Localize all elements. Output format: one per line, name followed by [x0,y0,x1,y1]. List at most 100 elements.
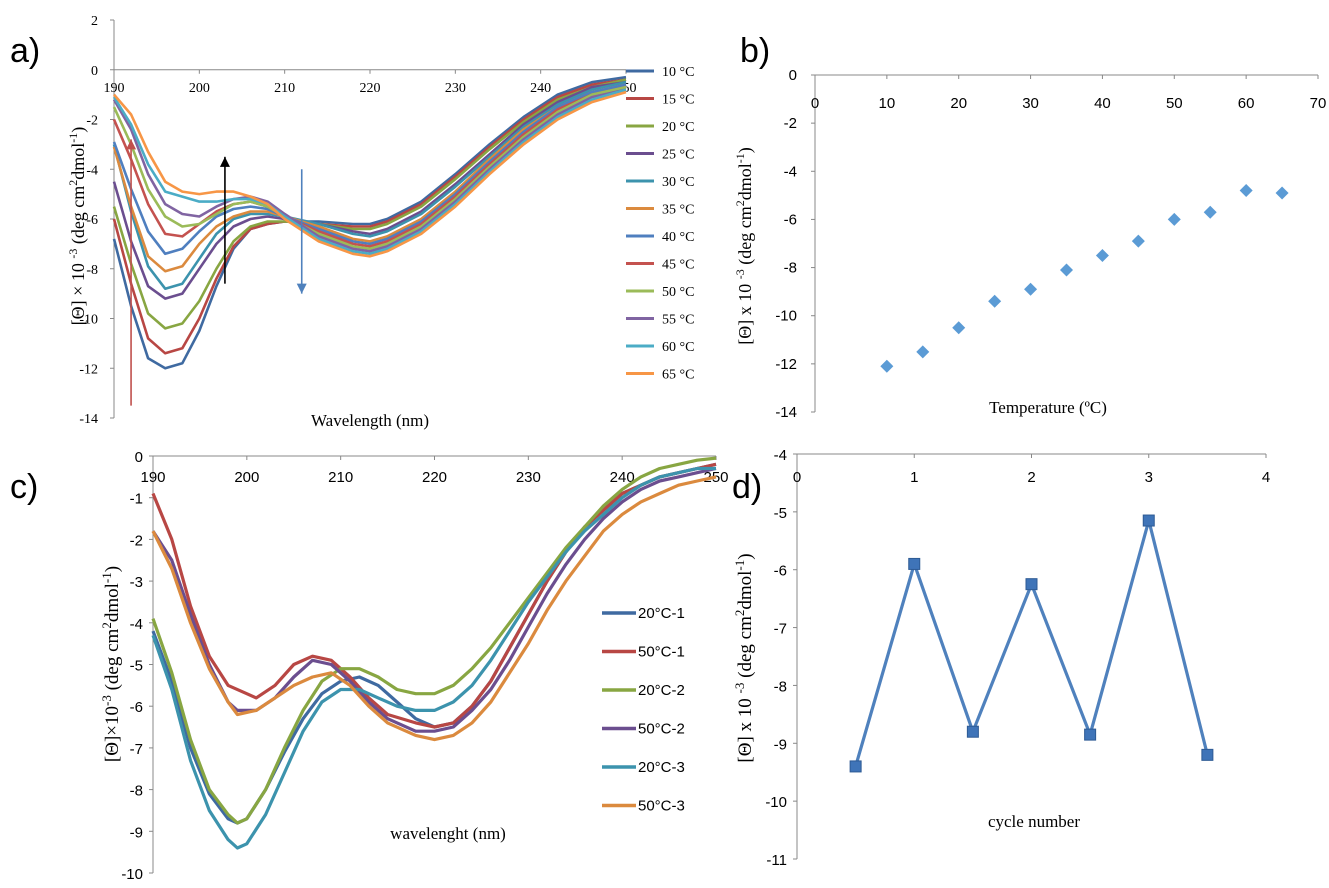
a-y-tick-label: -12 [79,362,98,377]
d-y-tick-label: -10 [765,794,787,811]
b-x-axis-label: Temperature (ºC) [989,398,1107,417]
c-series-line [151,466,716,850]
a-x-tick-label: 220 [360,81,381,96]
a-legend-label: 15 °C [662,93,694,108]
c-y-tick-label: -7 [130,741,143,758]
b-y-axis-label-part: -3 [733,269,747,279]
c-y-axis-label-part: [Θ]×10 [102,706,123,762]
a-y-axis-label: [Θ] × 10 -3 (deg cm2dmol-1) [66,127,89,326]
a-legend-label: 25 °C [662,148,694,163]
d-data-point [849,760,862,773]
a-legend-label: 10 °C [662,65,694,80]
a-y-axis-label-text: [Θ] × 10 -3 (deg cm2dmol-1) [66,127,89,326]
c-legend-label: 50°C-1 [638,644,685,661]
b-x-tick-label: 50 [1166,95,1183,112]
a-legend-label: 60 °C [662,340,694,355]
a-y-axis-label-part: dmol [68,143,88,180]
a-legend-label: 65 °C [662,368,694,383]
b-data-point [880,359,894,373]
a-y-axis-label-part: (deg cm [68,186,89,249]
d-y-tick-label: -8 [774,678,787,695]
c-y-axis-label-part: -1 [99,572,114,583]
a-x-tick-label: 240 [530,81,551,96]
b-y-tick-label: 0 [789,67,797,84]
d-y-tick-label: -9 [774,736,787,753]
a-y-tick-label: -8 [86,263,98,278]
b-data-point [1060,263,1073,277]
b-y-tick-label: -10 [775,308,797,325]
d-data-point [966,725,979,738]
d-y-axis-label-text: [Θ] x 10 -3 (deg cm2dmol-1) [732,553,757,762]
d-y-axis-label: [Θ] x 10 -3 (deg cm2dmol-1) [732,553,757,762]
c-series-line [151,462,717,729]
c-y-axis-label-part: (deg cm [102,628,123,695]
b-y-tick-label: -4 [784,163,797,180]
b-y-tick-label: -6 [784,211,797,228]
b-y-tick-label: -14 [775,404,797,421]
b-data-point [916,345,930,359]
b-data-point [1024,282,1038,296]
panel-label-b: b) [740,32,770,70]
b-data-point [988,294,1002,308]
d-data-point [1084,728,1097,741]
a-y-tick-label: -4 [86,163,98,178]
b-data-point [1095,249,1109,263]
a-arrow-head [126,139,137,150]
c-x-tick-label: 240 [610,469,635,486]
b-x-tick-label: 10 [879,95,896,112]
d-series-line [854,518,1209,767]
panel-label-d: d) [732,468,762,506]
d-x-tick-label: 1 [910,469,918,486]
c-y-tick-label: -10 [121,866,143,883]
c-x-tick-label: 210 [328,469,353,486]
a-x-tick-label: 210 [274,81,295,96]
d-y-tick-label: -4 [774,447,787,464]
c-legend-label: 20°C-1 [638,605,685,622]
c-y-tick-label: -6 [130,699,143,716]
d-y-axis-label-part: -3 [732,683,747,694]
b-data-point [1203,205,1217,219]
d-data-point [1025,578,1038,591]
a-x-tick-label: 200 [189,81,210,96]
c-series-line [151,475,717,742]
b-x-tick-label: 70 [1310,95,1327,112]
d-data-point [1201,748,1214,761]
a-y-tick-label: 0 [91,64,98,79]
a-y-tick-label: -2 [86,114,98,129]
d-y-axis-label-part: 2 [732,610,747,617]
c-y-axis-label-text: [Θ]×10-3 (deg cm2dmol-1) [99,566,124,762]
panel-label-a: a) [10,32,40,70]
c-y-axis-label-part: -3 [99,695,114,706]
d-x-tick-label: 4 [1262,469,1270,486]
c-y-tick-label: 0 [135,449,143,466]
c-x-tick-label: 200 [234,469,259,486]
b-y-axis-label-part: [Θ] x 10 [735,279,755,345]
a-legend-label: 55 °C [662,313,694,328]
d-y-axis-label-part: ) [735,553,756,559]
c-y-axis-label-part: ) [102,566,123,572]
d-y-axis-label-part: [Θ] x 10 [735,693,756,762]
b-data-point [1239,184,1253,198]
d-x-tick-label: 3 [1145,469,1153,486]
d-y-tick-label: -5 [774,505,787,522]
b-x-tick-label: 30 [1022,95,1039,112]
d-y-axis-label-part: dmol [735,571,756,610]
a-legend-label: 20 °C [662,120,694,135]
b-x-tick-label: 0 [811,95,819,112]
c-y-axis-label-part: dmol [102,583,123,622]
a-y-tick-label: 2 [91,14,98,29]
b-y-axis-label: [Θ] x 10 -3 (deg cm2dmol-1) [733,147,756,345]
c-series-line [151,462,717,825]
b-y-axis-label-part: ) [735,147,756,153]
a-legend-label: 35 °C [662,203,694,218]
c-legend-label: 20°C-2 [638,682,685,699]
d-y-axis-label-part: (deg cm [735,616,756,683]
c-x-tick-label: 230 [516,469,541,486]
b-x-tick-label: 20 [950,95,967,112]
c-y-tick-label: -2 [130,532,143,549]
c-y-tick-label: -3 [130,574,143,591]
a-legend-label: 30 °C [662,175,694,190]
a-x-axis-label: Wavelength (nm) [311,411,429,430]
